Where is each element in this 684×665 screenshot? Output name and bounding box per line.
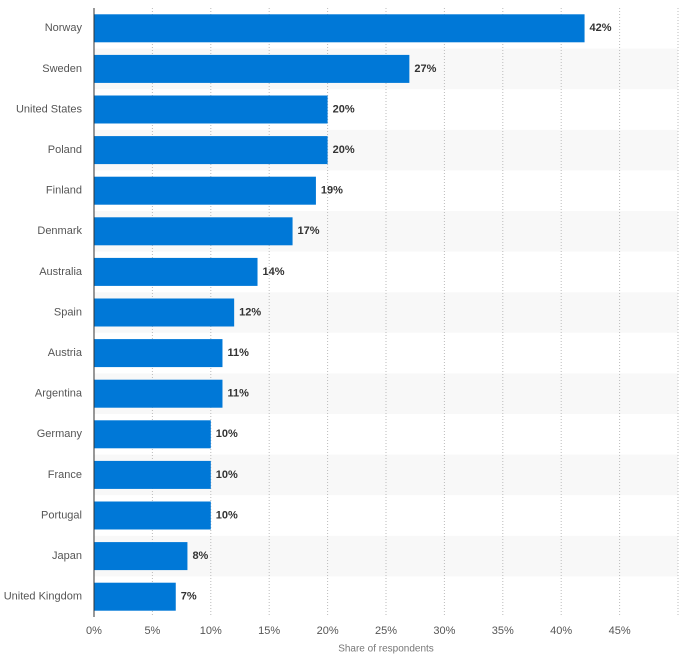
y-tick-label: Poland [48, 144, 82, 156]
y-tick-label: United Kingdom [4, 591, 82, 603]
bar [94, 257, 258, 286]
value-label: 27% [414, 63, 436, 75]
y-tick-label: Japan [52, 550, 82, 562]
value-label: 17% [298, 225, 320, 237]
value-label: 20% [333, 144, 355, 156]
bar [94, 501, 211, 530]
value-label: 42% [590, 22, 612, 34]
value-label: 10% [216, 428, 238, 440]
y-tick-label: France [48, 469, 82, 481]
x-tick-label: 10% [200, 625, 222, 637]
x-tick-label: 15% [258, 625, 280, 637]
value-label: 11% [227, 347, 249, 359]
x-tick-label: 0% [86, 625, 102, 637]
y-tick-label: Denmark [37, 225, 82, 237]
bar [94, 298, 235, 327]
value-label: 7% [181, 591, 197, 603]
bar [94, 14, 585, 43]
y-tick-label: United States [16, 103, 83, 115]
bar [94, 582, 176, 611]
x-tick-label: 5% [144, 625, 160, 637]
y-tick-label: Spain [54, 306, 82, 318]
y-tick-label: Finland [46, 185, 82, 197]
y-tick-label: Norway [45, 22, 83, 34]
value-label: 14% [263, 266, 285, 278]
y-tick-label: Argentina [35, 388, 83, 400]
bar [94, 339, 223, 368]
x-tick-label: 30% [433, 625, 455, 637]
y-tick-label: Portugal [41, 509, 82, 521]
bar [94, 217, 293, 246]
y-tick-label: Austria [48, 347, 83, 359]
bar [94, 379, 223, 408]
bar [94, 95, 328, 124]
x-tick-label: 35% [492, 625, 514, 637]
y-tick-label: Sweden [42, 63, 82, 75]
bar [94, 136, 328, 165]
x-tick-label: 25% [375, 625, 397, 637]
bar [94, 460, 211, 489]
y-tick-label: Australia [39, 266, 83, 278]
x-tick-label: 20% [317, 625, 339, 637]
value-label: 12% [239, 306, 261, 318]
value-label: 10% [216, 469, 238, 481]
value-label: 10% [216, 509, 238, 521]
x-axis-title: Share of respondents [338, 644, 434, 655]
bar [94, 420, 211, 449]
value-label: 8% [192, 550, 208, 562]
value-label: 11% [227, 388, 249, 400]
bar [94, 54, 410, 83]
value-label: 19% [321, 185, 343, 197]
y-tick-label: Germany [37, 428, 83, 440]
bar [94, 542, 188, 571]
bar [94, 176, 316, 205]
value-label: 20% [333, 103, 355, 115]
x-tick-label: 40% [550, 625, 572, 637]
x-tick-label: 45% [609, 625, 631, 637]
